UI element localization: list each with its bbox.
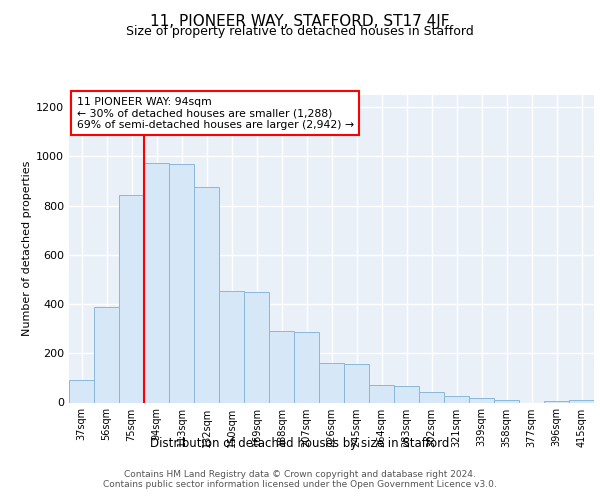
Bar (94, 306, 119, 402)
Bar (269, 331, 294, 402)
Bar (344, 364, 369, 403)
Bar (144, 162, 169, 402)
Bar (244, 292, 269, 403)
Bar (444, 396, 469, 402)
Bar (569, 400, 594, 402)
Bar (319, 363, 344, 403)
Text: Contains HM Land Registry data © Crown copyright and database right 2024.: Contains HM Land Registry data © Crown c… (124, 470, 476, 479)
Bar (469, 398, 494, 402)
Bar (544, 400, 569, 402)
Bar (294, 332, 319, 402)
Bar (119, 194, 144, 402)
Bar (419, 392, 444, 402)
Y-axis label: Number of detached properties: Number of detached properties (22, 161, 32, 336)
Text: 11, PIONEER WAY, STAFFORD, ST17 4JF: 11, PIONEER WAY, STAFFORD, ST17 4JF (150, 14, 450, 29)
Bar (69, 380, 94, 402)
Text: Contains public sector information licensed under the Open Government Licence v3: Contains public sector information licen… (103, 480, 497, 489)
Bar (219, 290, 244, 403)
Bar (494, 400, 519, 402)
Bar (169, 164, 194, 402)
Text: Size of property relative to detached houses in Stafford: Size of property relative to detached ho… (126, 25, 474, 38)
Text: Distribution of detached houses by size in Stafford: Distribution of detached houses by size … (151, 438, 449, 450)
Bar (394, 386, 419, 402)
Bar (194, 187, 219, 402)
Text: 11 PIONEER WAY: 94sqm
← 30% of detached houses are smaller (1,288)
69% of semi-d: 11 PIONEER WAY: 94sqm ← 30% of detached … (77, 96, 354, 130)
Bar (369, 386, 394, 402)
